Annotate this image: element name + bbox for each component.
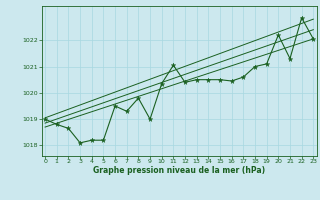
- X-axis label: Graphe pression niveau de la mer (hPa): Graphe pression niveau de la mer (hPa): [93, 166, 265, 175]
